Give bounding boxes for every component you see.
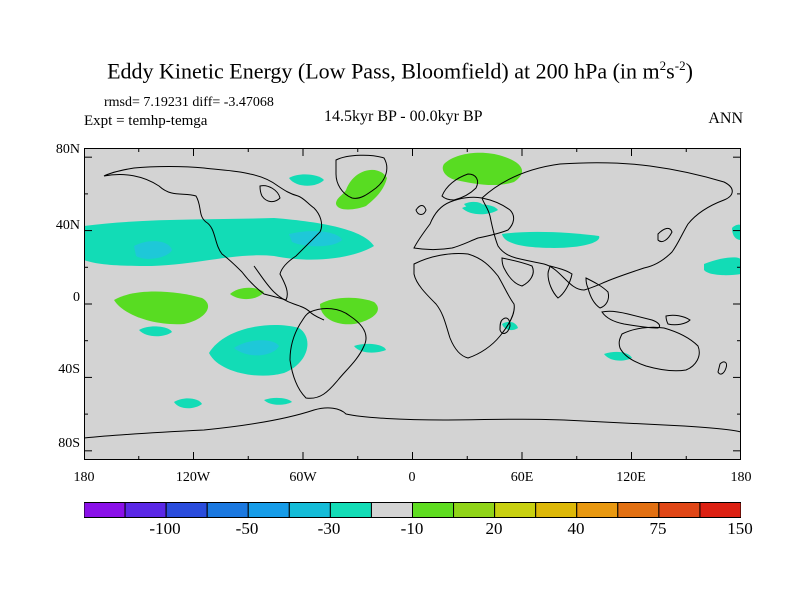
colorbar-label: 20 — [485, 519, 503, 538]
contour-southern-ocean-2 — [264, 397, 292, 405]
colorbar-box — [576, 502, 619, 518]
colorbar-box — [165, 502, 208, 518]
contour-tropical-pacific — [114, 291, 209, 325]
x-tick-label-180e: 180 — [730, 470, 752, 485]
contour-northern-siberia — [442, 152, 523, 186]
coastline-japan — [657, 227, 673, 243]
coastline-asia — [481, 162, 733, 291]
coastline-antarctica — [84, 407, 741, 439]
coastline-scandinavia — [441, 173, 479, 201]
y-tick-label-40s: 40S — [58, 362, 80, 377]
colorbar-box — [617, 502, 660, 518]
colorbar-box — [658, 502, 701, 518]
x-ticks — [84, 148, 741, 460]
colorbar-label: -100 — [149, 519, 181, 538]
contour-japan — [464, 201, 484, 209]
coastline-uk — [415, 205, 427, 215]
coastline-greenland — [335, 154, 388, 199]
colorbar-label: -50 — [235, 519, 259, 538]
colorbar-box — [535, 502, 578, 518]
coastline-africa — [413, 253, 515, 359]
period-label: 14.5kyr BP - 00.0kyr BP — [324, 108, 483, 125]
colorbar — [84, 502, 741, 518]
contour-hudson — [289, 174, 324, 186]
coastline-indonesia — [601, 310, 661, 329]
colorbar-label: 75 — [649, 519, 667, 538]
x-tick-label-0: 0 — [408, 470, 416, 485]
coastline-central-america — [253, 265, 325, 321]
x-tick-label-120w: 120W — [175, 470, 211, 485]
colorbar-box — [370, 502, 414, 518]
experiment-label: Expt = temhp-temga — [84, 113, 208, 129]
colorbar-box — [206, 502, 249, 518]
colorbar-box — [453, 502, 496, 518]
colorbar-box — [124, 502, 167, 518]
colorbar-box — [699, 502, 741, 518]
chart-title: Eddy Kinetic Energy (Low Pass, Bloomfiel… — [107, 58, 693, 84]
coastline-hudson-bay — [259, 185, 281, 203]
contour-north-pacific-core — [134, 241, 172, 259]
contour-south-pacific-small — [139, 326, 172, 337]
contour-amazon-small — [230, 287, 264, 300]
y-tick-label-0: 0 — [73, 290, 80, 305]
coastline-new-zealand — [717, 361, 727, 375]
x-tick-label-60w: 60W — [289, 470, 317, 485]
contour-north-pacific-east — [704, 257, 741, 276]
contour-central-asia — [502, 231, 600, 248]
contour-east-pacific-edge — [732, 224, 741, 240]
coastline-indochina — [585, 277, 609, 309]
contour-south-pacific-core — [234, 340, 279, 356]
colorbar-label: -10 — [400, 519, 424, 538]
coastlines — [84, 154, 741, 439]
coastline-south-america — [289, 308, 367, 399]
contour-greenland — [336, 169, 387, 210]
contour-tropical-atlantic — [320, 297, 378, 325]
x-tick-label-120e: 120E — [616, 470, 646, 485]
y-tick-label-80s: 80S — [58, 436, 80, 451]
coastline-madagascar — [499, 317, 511, 334]
colorbar-label: 150 — [727, 519, 753, 538]
x-tick-label-180w: 180 — [73, 470, 95, 485]
y-tick-label-40n: 40N — [55, 218, 80, 233]
coastline-arabia — [501, 257, 534, 287]
map-plot — [84, 148, 741, 460]
y-ticks — [84, 156, 741, 452]
colorbar-box — [494, 502, 537, 518]
anomaly-fills — [84, 152, 741, 409]
coastline-north-america — [103, 166, 323, 301]
stats-text: rmsd= 7.19231 diff= -3.47068 — [104, 95, 274, 110]
colorbar-box — [412, 502, 455, 518]
colorbar-box — [247, 502, 290, 518]
coastline-new-guinea — [665, 314, 691, 326]
season-label: ANN — [708, 110, 743, 127]
colorbar-label: -30 — [317, 519, 341, 538]
coastline-india — [547, 265, 573, 299]
x-tick-label-60e: 60E — [510, 470, 534, 485]
coastline-australia — [618, 326, 700, 372]
contour-atlantic-core — [289, 231, 342, 247]
colorbar-box — [288, 502, 331, 518]
colorbar-box — [329, 502, 372, 518]
colorbar-box — [84, 502, 126, 518]
y-tick-label-80n: 80N — [55, 142, 80, 157]
colorbar-label: 40 — [567, 519, 585, 538]
contour-southern-ocean — [174, 398, 202, 409]
coastline-europe — [413, 196, 515, 250]
